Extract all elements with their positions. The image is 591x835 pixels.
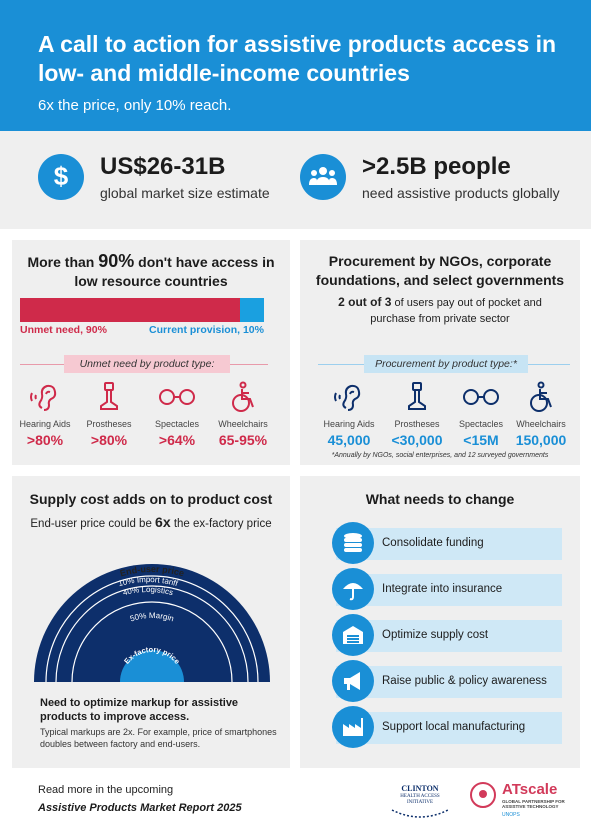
- supply-cost-panel: Supply cost adds on to product cost End-…: [12, 476, 290, 768]
- people-icon: [300, 154, 346, 200]
- product-prostheses: Prostheses <30,000: [386, 380, 448, 448]
- wheelchair-icon: [232, 381, 254, 412]
- procurement-subtitle: 2 out of 3 of users pay out of pocket an…: [338, 295, 542, 325]
- laurel-icon: [391, 809, 449, 818]
- end-user-price-label: End-user price: [119, 564, 185, 578]
- header-banner: A call to action for assistive products …: [0, 0, 591, 131]
- chai-logo: CLINTON HEALTH ACCESS INITIATIVE: [388, 780, 452, 824]
- factory-icon: [332, 706, 374, 748]
- change-item-consolidate-funding: Consolidate funding: [332, 522, 562, 564]
- supply-subtitle: End-user price could be 6x the ex-factor…: [30, 514, 272, 530]
- change-title: What needs to change: [365, 491, 515, 507]
- report-link[interactable]: Assistive Products Market Report 2025: [38, 802, 242, 814]
- unmet-by-type-label: Unmet need by product type:: [64, 355, 230, 373]
- dollar-icon: $: [38, 154, 84, 200]
- product-wheelchairs: Wheelchairs 65-95%: [212, 380, 274, 448]
- warehouse-icon: [332, 614, 374, 656]
- stat-label: need assistive products globally: [362, 185, 560, 201]
- footer-line1: Read more in the upcoming: [38, 784, 174, 796]
- procurement-panel: Procurement by NGOs, corporate foundatio…: [300, 240, 580, 465]
- current-provision-label: Current provision, 10%: [149, 324, 264, 336]
- supply-title: Supply cost adds on to product cost: [29, 491, 273, 507]
- change-item-optimize-supply: Optimize supply cost: [332, 614, 562, 656]
- product-prostheses: Prostheses >80%: [78, 380, 140, 448]
- stat-label: global market size estimate: [100, 185, 270, 201]
- product-wheelchairs: Wheelchairs 150,000: [510, 380, 572, 448]
- price-build-up-diagram: End-user price 10% Import tariff 40% Log…: [34, 564, 270, 683]
- coins-icon: [332, 522, 374, 564]
- unmet-need-bar: [20, 298, 240, 322]
- procurement-title: Procurement by NGOs, corporate foundatio…: [315, 253, 565, 288]
- page-subtitle: 6x the price, only 10% reach.: [38, 97, 232, 114]
- product-hearing-aids: Hearing Aids 45,000: [318, 380, 380, 448]
- stat-value: >2.5B people: [362, 153, 511, 180]
- stat-market-size: $ US$26-31B global market size estimate: [38, 153, 270, 201]
- supply-footnote-heading: Need to optimize markup for assistive pr…: [40, 697, 239, 723]
- change-item-integrate-insurance: Integrate into insurance: [332, 568, 562, 610]
- stat-people: >2.5B people need assistive products glo…: [300, 153, 560, 201]
- stat-value: US$26-31B: [100, 153, 226, 180]
- procurement-footnote: *Annually by NGOs, social enterprises, a…: [331, 452, 549, 459]
- spectacles-icon: [159, 389, 195, 405]
- prosthesis-icon: [408, 382, 426, 410]
- access-bar: [20, 298, 264, 322]
- atscale-emblem-icon: [470, 782, 496, 808]
- svg-text:$: $: [54, 162, 69, 191]
- page-title: A call to action for assistive products …: [38, 31, 557, 86]
- product-spectacles: Spectacles <15M: [450, 380, 512, 448]
- product-hearing-aids: Hearing Aids >80%: [14, 380, 76, 448]
- access-title: More than 90% don't have access in low r…: [27, 251, 275, 290]
- product-spectacles: Spectacles >64%: [146, 380, 208, 448]
- access-panel: More than 90% don't have access in low r…: [12, 240, 290, 465]
- ex-factory-band: [120, 650, 184, 682]
- ear-icon: [334, 384, 361, 411]
- wheelchair-icon: [530, 381, 552, 412]
- supply-footnote: Typical markups are 2x. For example, pri…: [40, 727, 277, 749]
- ear-icon: [30, 384, 57, 411]
- unmet-need-label: Unmet need, 90%: [20, 324, 107, 336]
- logistics-label: 40% Logistics: [122, 585, 174, 597]
- spectacles-icon: [463, 389, 499, 405]
- prosthesis-icon: [100, 382, 118, 410]
- atscale-logo: ATscale: [502, 781, 558, 798]
- change-item-raise-awareness: Raise public & policy awareness: [332, 660, 562, 702]
- megaphone-icon: [332, 660, 374, 702]
- what-needs-to-change-panel: What needs to change Consolidate funding…: [300, 476, 580, 768]
- import-tariff-label: 10% Import tariff: [117, 575, 179, 588]
- umbrella-icon: [332, 568, 374, 610]
- unops-label: UNOPS: [502, 812, 520, 818]
- change-item-local-manufacturing: Support local manufacturing: [332, 706, 562, 748]
- footer: Read more in the upcoming Assistive Prod…: [0, 770, 591, 835]
- procurement-by-type-label: Procurement by product type:*: [364, 355, 528, 373]
- atscale-tagline: GLOBAL PARTNERSHIP FOR ASSISTIVE TECHNOL…: [502, 799, 565, 809]
- stats-band: $ US$26-31B global market size estimate …: [0, 131, 591, 229]
